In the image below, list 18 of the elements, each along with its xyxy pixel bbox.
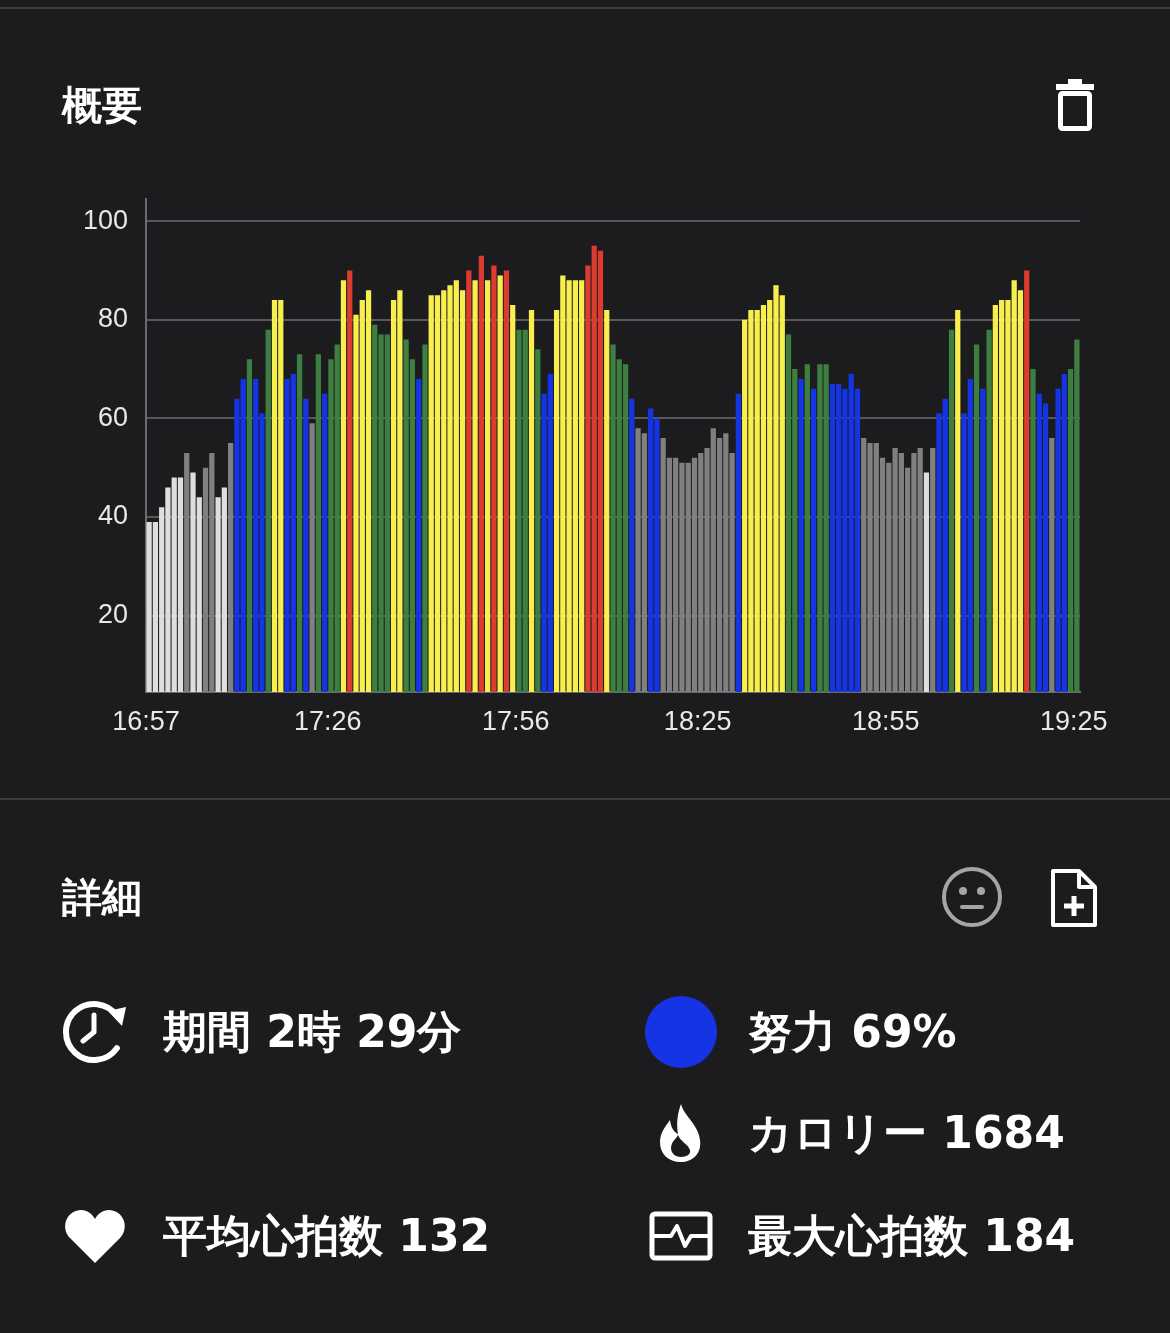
x-tick-label: 19:25 [1039, 705, 1108, 736]
y-tick-label: 80 [97, 303, 128, 334]
x-tick-label: 17:26 [293, 705, 362, 736]
x-tick-label: 18:55 [851, 705, 920, 736]
chart-title: 概要 [62, 81, 142, 130]
y-tick-label: 100 [82, 204, 128, 235]
text: 詳細 [62, 873, 142, 922]
text: カロリー 1684 [748, 1106, 1065, 1160]
text: 平均心拍数 132 [163, 1209, 491, 1263]
y-tick-label: 60 [97, 401, 128, 432]
text: 最大心拍数 184 [748, 1209, 1076, 1263]
x-tick-label: 16:57 [112, 705, 180, 736]
y-tick-label: 40 [97, 500, 128, 531]
x-tick-label: 18:25 [663, 705, 732, 736]
y-tick-label: 20 [97, 599, 128, 630]
x-tick-label: 17:56 [482, 705, 550, 736]
text: 努力 69% [748, 1005, 957, 1059]
text: 期間 2時 29分 [163, 1005, 462, 1059]
